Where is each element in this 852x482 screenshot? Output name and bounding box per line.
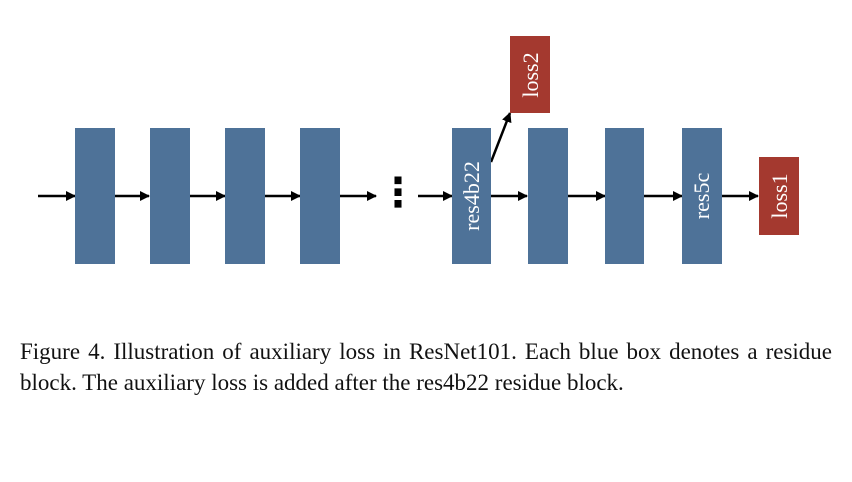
block-label-res4b22: res4b22: [459, 161, 484, 231]
ellipsis: ⋮: [378, 170, 418, 216]
residue-block-3: [225, 128, 265, 264]
residue-block-res4b22: [452, 128, 491, 264]
loss1-box: [759, 157, 799, 235]
residue-blocks: [75, 128, 722, 264]
arrow-res4b22-loss2: [489, 112, 512, 163]
figure-caption: Figure 4. Illustration of auxiliary loss…: [20, 339, 832, 395]
loss1-label: loss1: [767, 173, 792, 218]
residue-block-7: [605, 128, 644, 264]
flow-arrows: [38, 112, 759, 201]
residue-block-2: [150, 128, 190, 264]
residue-block-1: [75, 128, 115, 264]
block-label-res5c: res5c: [689, 173, 714, 220]
loss2-label: loss2: [518, 52, 543, 97]
loss2-box: [510, 36, 550, 113]
loss-boxes: [510, 36, 799, 235]
resnet-diagram: res4b22 res5c loss2 loss1 ⋮: [38, 36, 799, 264]
residue-block-4: [300, 128, 340, 264]
residue-block-res5c: [682, 128, 722, 264]
residue-block-6: [528, 128, 568, 264]
